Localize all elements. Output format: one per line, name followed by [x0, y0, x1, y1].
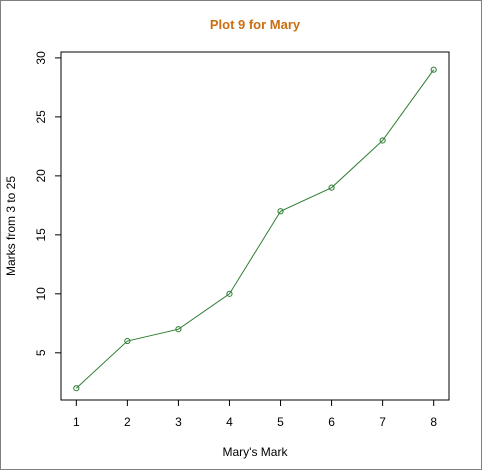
data-point: [328, 184, 335, 191]
y-axis: 5 10 15 20 25 30: [34, 51, 62, 356]
data-point: [175, 326, 182, 333]
series-layer: [73, 66, 437, 392]
data-point: [73, 385, 80, 392]
data-point: [124, 337, 131, 345]
x-tick-label: 1: [73, 415, 80, 429]
y-axis-label: Marks from 3 to 25: [4, 176, 18, 276]
x-tick-label: 8: [430, 415, 437, 429]
x-tick-label: 7: [379, 415, 386, 429]
y-tick-label: 20: [34, 169, 48, 183]
data-point: [277, 208, 284, 215]
x-tick-label: 3: [175, 415, 182, 429]
x-tick-label: 2: [124, 415, 131, 429]
y-tick-label: 10: [34, 287, 48, 301]
y-tick-label: 30: [34, 51, 48, 65]
y-tick-label: 25: [34, 110, 48, 124]
chart-title: Plot 9 for Mary: [210, 17, 301, 32]
y-tick-label: 15: [34, 228, 48, 242]
data-point: [226, 290, 233, 297]
y-tick-label: 5: [34, 349, 48, 356]
x-tick-label: 6: [328, 415, 335, 429]
data-point: [430, 66, 437, 73]
x-tick-label: 4: [226, 415, 233, 429]
x-axis-label: Mary's Mark: [223, 445, 289, 459]
x-axis: 1 2 3 4 5 6 7 8: [73, 399, 437, 429]
plot-area-border: [60, 51, 450, 401]
series-line: [75, 69, 435, 389]
data-point: [379, 137, 386, 144]
x-tick-label: 5: [277, 415, 284, 429]
